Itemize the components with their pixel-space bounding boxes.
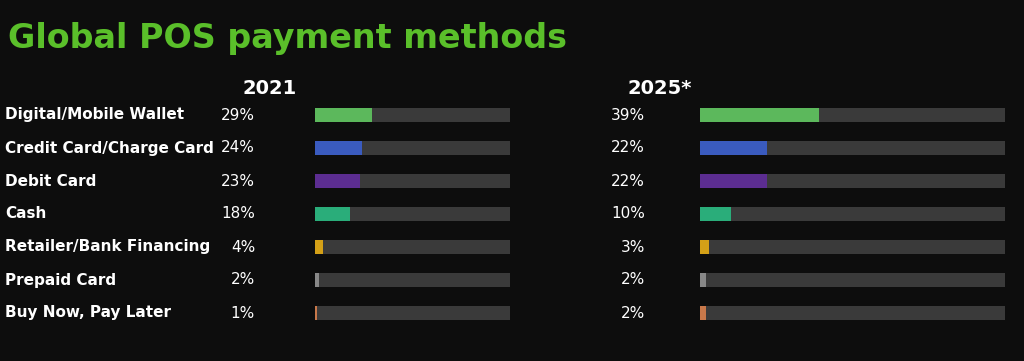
Text: 24%: 24% — [221, 140, 255, 156]
Bar — [315, 207, 510, 221]
Bar — [315, 174, 359, 188]
Bar — [315, 306, 510, 320]
Bar — [700, 273, 1005, 287]
Bar — [315, 174, 510, 188]
Bar — [700, 207, 1005, 221]
Text: Credit Card/Charge Card: Credit Card/Charge Card — [5, 140, 214, 156]
Bar — [315, 273, 318, 287]
Bar — [315, 207, 350, 221]
Bar — [315, 108, 510, 122]
Text: 2%: 2% — [621, 305, 645, 321]
Text: 2%: 2% — [230, 273, 255, 287]
Bar — [700, 207, 730, 221]
Bar — [700, 174, 767, 188]
Bar — [700, 141, 767, 155]
Bar — [315, 108, 372, 122]
Text: 2021: 2021 — [243, 78, 297, 97]
Bar — [700, 108, 819, 122]
Text: Buy Now, Pay Later: Buy Now, Pay Later — [5, 305, 171, 321]
Text: Global POS payment methods: Global POS payment methods — [8, 22, 567, 55]
Bar — [315, 306, 317, 320]
Bar — [315, 240, 323, 254]
Bar — [700, 108, 1005, 122]
Text: Digital/Mobile Wallet: Digital/Mobile Wallet — [5, 108, 184, 122]
Text: 3%: 3% — [621, 239, 645, 255]
Text: 2025*: 2025* — [628, 78, 692, 97]
Text: Cash: Cash — [5, 206, 46, 222]
Bar — [315, 141, 361, 155]
Text: 18%: 18% — [221, 206, 255, 222]
Bar — [700, 273, 707, 287]
Bar — [315, 273, 510, 287]
Bar — [700, 240, 710, 254]
Text: 2%: 2% — [621, 273, 645, 287]
Bar — [700, 174, 1005, 188]
Text: Debit Card: Debit Card — [5, 174, 96, 188]
Bar — [700, 306, 707, 320]
Text: 22%: 22% — [611, 174, 645, 188]
Text: 1%: 1% — [230, 305, 255, 321]
Text: Retailer/Bank Financing: Retailer/Bank Financing — [5, 239, 210, 255]
Text: 39%: 39% — [611, 108, 645, 122]
Text: 10%: 10% — [611, 206, 645, 222]
Bar — [315, 141, 510, 155]
Bar — [700, 141, 1005, 155]
Text: 22%: 22% — [611, 140, 645, 156]
Bar — [700, 240, 1005, 254]
Text: 4%: 4% — [230, 239, 255, 255]
Bar — [315, 240, 510, 254]
Text: 29%: 29% — [221, 108, 255, 122]
Text: Prepaid Card: Prepaid Card — [5, 273, 116, 287]
Text: 23%: 23% — [221, 174, 255, 188]
Bar — [700, 306, 1005, 320]
